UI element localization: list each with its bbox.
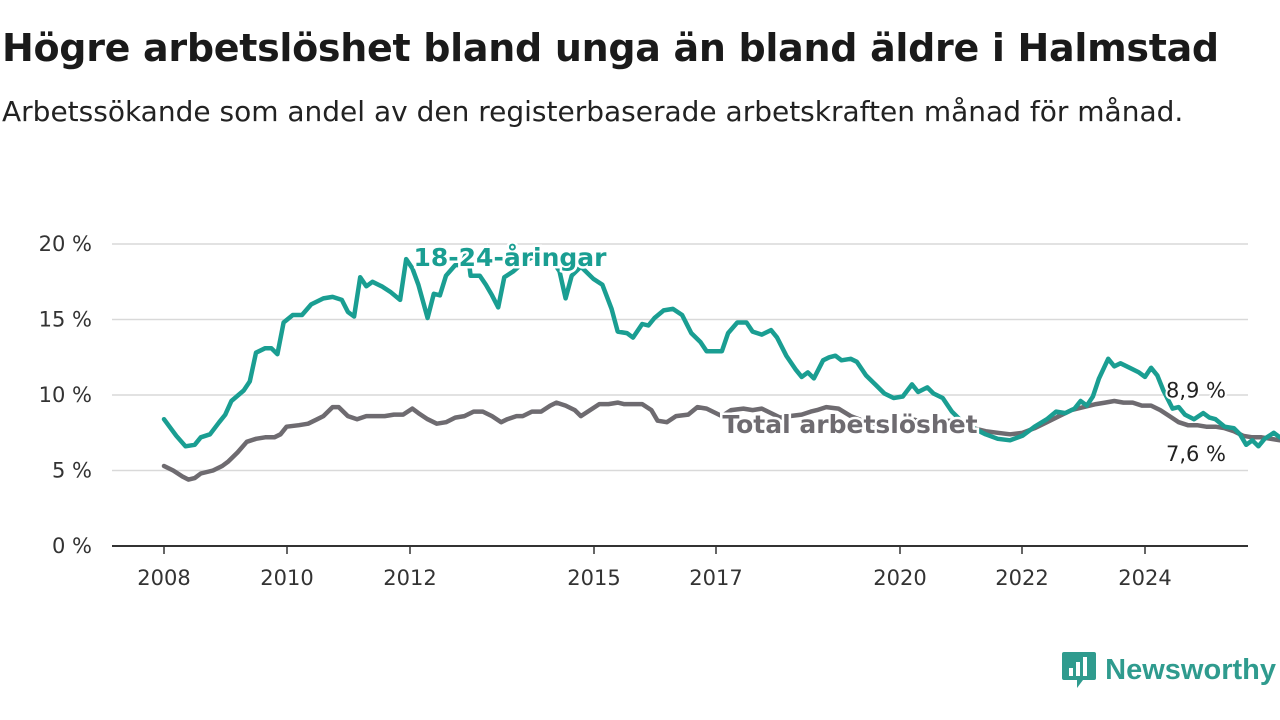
newsworthy-logo: Newsworthy bbox=[1061, 650, 1276, 690]
x-tick-label: 2024 bbox=[1118, 566, 1171, 590]
y-tick-label: 10 % bbox=[39, 383, 92, 407]
grid-lines bbox=[112, 243, 1248, 472]
y-axis-ticks: 0 % 5 % 10 % 15 % 20 % bbox=[39, 232, 92, 558]
newsworthy-logo-icon bbox=[1062, 652, 1097, 688]
series-lines bbox=[161, 247, 1280, 482]
end-value-label-youth: 8,9 % bbox=[1166, 379, 1226, 403]
x-tick-label: 2008 bbox=[137, 566, 190, 590]
y-tick-label: 5 % bbox=[52, 459, 92, 483]
x-tick-label: 2020 bbox=[873, 566, 926, 590]
x-tick-label: 2017 bbox=[689, 566, 742, 590]
x-tick-label: 2010 bbox=[260, 566, 313, 590]
series-line-0 bbox=[161, 247, 1280, 449]
x-tick-label: 2015 bbox=[567, 566, 620, 590]
series-label-total: Total arbetslöshet bbox=[722, 410, 977, 439]
x-tick-label: 2022 bbox=[995, 566, 1048, 590]
series-labels: 18-24-åringar Total arbetslöshet 8,9 % 7,6 … bbox=[411, 241, 1228, 469]
series-label-youth: 18-24-åringar bbox=[414, 243, 608, 272]
chart-title: Högre arbetslöshet bland unga än bland ä… bbox=[2, 26, 1219, 70]
series-line-1 bbox=[161, 398, 1280, 482]
x-tick-label: 2012 bbox=[383, 566, 436, 590]
y-tick-label: 15 % bbox=[39, 308, 92, 332]
y-tick-label: 0 % bbox=[52, 534, 92, 558]
y-tick-label: 20 % bbox=[39, 232, 92, 256]
x-axis-ticks: 2008 2010 2012 2015 2017 2020 2022 2024 bbox=[137, 546, 1172, 590]
newsworthy-logo-text: Newsworthy bbox=[1105, 653, 1276, 686]
end-value-label-total: 7,6 % bbox=[1166, 442, 1226, 466]
chart-subtitle: Arbetssökande som andel av den registerb… bbox=[2, 95, 1184, 128]
